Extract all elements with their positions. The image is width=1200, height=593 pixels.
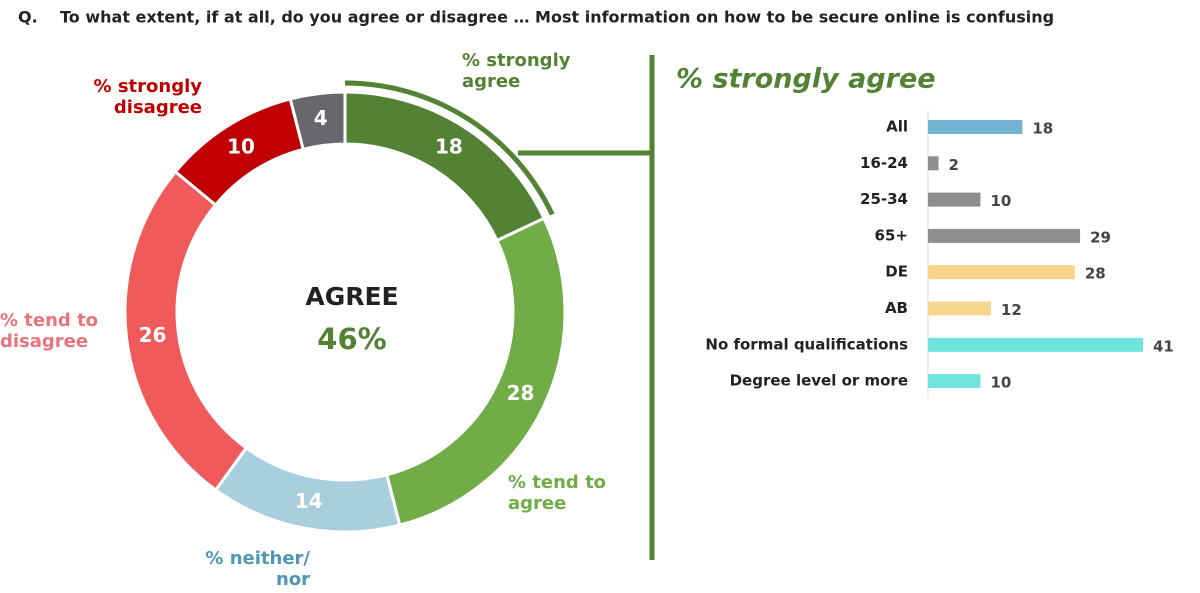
bar-category: Degree level or more [730, 372, 908, 390]
bar [928, 192, 981, 207]
segment-label-box: % tend to agree [508, 472, 607, 514]
bar-category: 25-34 [860, 190, 908, 208]
segment-value: 26 [139, 323, 167, 347]
segment-label: % tend to disagree [0, 310, 99, 352]
segment-label: % strongly agree [462, 50, 571, 92]
center-value: 46% [317, 322, 386, 356]
segment-value: 18 [435, 135, 463, 159]
bar-value: 10 [990, 374, 1011, 392]
segment-value: 14 [295, 489, 323, 513]
bar-category: No formal qualifications [705, 335, 908, 353]
bar [928, 228, 1081, 243]
bar-category: 65+ [875, 226, 908, 244]
bar [928, 156, 939, 171]
bar-category: DE [885, 263, 908, 281]
segment-value: 28 [507, 381, 535, 405]
segment-label: % tend to agree [508, 472, 607, 514]
segment-label: % strongly disagree [93, 76, 202, 118]
highlight-arc [344, 80, 555, 216]
segment-label-box: % strongly agree [462, 50, 571, 92]
bar-value: 10 [990, 192, 1011, 210]
segment-value: 10 [227, 135, 255, 159]
segment-label-box: % strongly disagree [93, 76, 202, 118]
donut-segment [343, 90, 547, 243]
bar-value: 28 [1085, 265, 1106, 283]
bar-value: 41 [1153, 337, 1174, 355]
bar-category: AB [885, 299, 908, 317]
bar-category: All [886, 118, 908, 136]
center-label: AGREE [305, 282, 398, 311]
donut-segment [288, 90, 347, 152]
segment-value: 4 [314, 106, 328, 130]
bar-value: 2 [948, 156, 958, 174]
bar-category: 16-24 [860, 154, 908, 172]
bar-value: 29 [1090, 228, 1111, 246]
bar-value: 18 [1032, 120, 1053, 138]
segment-label-box: % tend to disagree [0, 310, 99, 352]
segment-label-box: % neither/ nor [205, 548, 310, 590]
question-title: To what extent, if at all, do you agree … [60, 8, 1054, 27]
bar-value: 12 [1001, 301, 1022, 319]
question-prefix: Q. [18, 8, 38, 27]
bar [928, 301, 991, 316]
bar [928, 337, 1143, 352]
bar [928, 120, 1023, 134]
bar [928, 374, 981, 389]
bar-title: % strongly agree [676, 64, 936, 95]
segment-label: % neither/ nor [205, 548, 310, 590]
bar [928, 265, 1075, 280]
